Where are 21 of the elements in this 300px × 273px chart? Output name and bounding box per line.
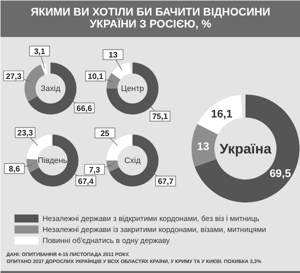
chart-title: ЯКИМИ ВИ ХОТІЛИ БИ БАЧИТИ ВІДНОСИНИ УКРАЇНИ З РОСІЄЮ, % (30, 6, 270, 30)
data-label: 8,6 (8, 164, 20, 174)
data-label: 10,1 (88, 72, 104, 82)
data-label: 25 (100, 128, 110, 138)
data-label: 66,6 (76, 104, 93, 113)
data-label: 67,7 (158, 177, 174, 186)
data-label: 75,1 (152, 112, 168, 122)
slice-label: Центр (121, 84, 144, 93)
slice-label: Україна (220, 140, 272, 156)
data-label: 13 (196, 140, 210, 153)
data-label: 69,5 (270, 168, 291, 180)
slice-label: Південь (38, 156, 68, 165)
data-label: 67,4 (78, 176, 94, 186)
slice-label: Захід (40, 84, 61, 93)
data-label: 13 (108, 50, 118, 60)
data-label: 3,1 (34, 47, 46, 56)
data-label: 7,3 (88, 165, 101, 174)
slice-label: Схід (124, 156, 141, 165)
data-label: 16,1 (211, 108, 232, 120)
data-label: 27,3 (6, 72, 22, 81)
data-label: 23,3 (17, 128, 34, 138)
